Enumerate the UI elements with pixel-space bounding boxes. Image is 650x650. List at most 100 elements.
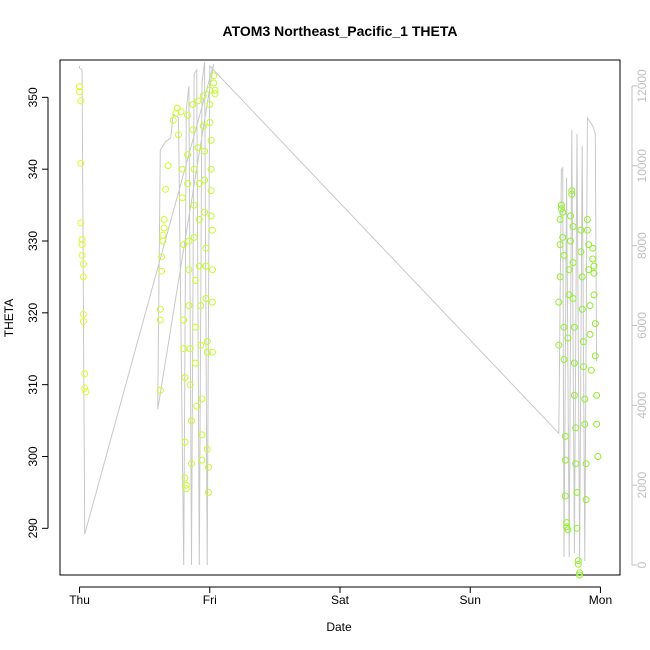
theta-point xyxy=(574,560,582,568)
theta-point xyxy=(585,266,593,274)
theta-point xyxy=(206,86,214,94)
theta-point xyxy=(191,323,199,331)
theta-point xyxy=(207,212,215,220)
theta-point xyxy=(560,251,568,259)
y-tick-label: 300 xyxy=(26,446,40,466)
theta-point xyxy=(576,569,584,577)
theta-point xyxy=(570,391,578,399)
theta-point xyxy=(590,262,598,270)
theta-point xyxy=(158,253,166,261)
theta-point xyxy=(591,320,599,328)
theta-point xyxy=(589,255,597,263)
theta-point xyxy=(580,338,587,346)
theta-point xyxy=(205,488,212,496)
theta-point xyxy=(565,291,573,299)
theta-point xyxy=(568,187,576,195)
theta-point xyxy=(568,190,576,198)
theta-point xyxy=(208,266,216,274)
theta-point xyxy=(590,269,598,277)
theta-point xyxy=(81,370,89,378)
theta-point xyxy=(564,334,572,342)
theta-point xyxy=(557,201,565,209)
theta-point xyxy=(185,237,193,245)
theta-point xyxy=(590,291,598,299)
theta-point xyxy=(565,266,573,274)
theta-point xyxy=(561,492,569,500)
theta-point xyxy=(573,488,581,496)
theta-point xyxy=(208,348,216,356)
theta-points xyxy=(76,72,602,579)
theta-point xyxy=(189,126,197,134)
theta-point xyxy=(164,162,172,170)
theta-point xyxy=(586,330,594,338)
depth-series-line xyxy=(79,61,598,566)
theta-point xyxy=(567,212,574,220)
y2-tick-label: 10000 xyxy=(635,149,649,183)
theta-point xyxy=(159,231,167,239)
theta-point xyxy=(591,352,599,360)
theta-point xyxy=(76,88,83,96)
theta-point xyxy=(570,323,578,331)
theta-point xyxy=(577,248,585,256)
theta-point xyxy=(570,359,578,367)
theta-point xyxy=(184,111,192,119)
theta-point xyxy=(572,424,580,432)
x-tick-label: Sat xyxy=(331,593,350,607)
theta-point xyxy=(190,233,198,241)
theta-point xyxy=(77,219,85,227)
theta-point xyxy=(567,237,574,245)
y-tick-label: 320 xyxy=(26,302,40,322)
theta-point xyxy=(587,366,595,374)
theta-point xyxy=(210,72,218,80)
theta-point xyxy=(188,460,195,468)
theta-point xyxy=(203,348,211,356)
theta-point xyxy=(199,92,207,100)
theta-point xyxy=(79,273,87,281)
theta-point xyxy=(561,432,569,440)
theta-point xyxy=(173,104,181,112)
theta-point xyxy=(578,273,586,281)
theta-point xyxy=(593,420,601,428)
theta-point xyxy=(589,244,597,252)
theta-point xyxy=(199,122,207,130)
theta-point xyxy=(576,571,584,579)
theta-point xyxy=(569,223,577,231)
theta-point xyxy=(78,241,86,249)
theta-point xyxy=(198,395,206,403)
theta-point xyxy=(583,226,591,234)
plot-frame xyxy=(59,59,621,576)
theta-point xyxy=(160,224,168,232)
theta-point xyxy=(178,194,186,202)
y2-tick-label: 8000 xyxy=(635,232,649,259)
theta-point xyxy=(585,241,593,249)
theta-point xyxy=(194,144,202,152)
theta-point xyxy=(156,386,164,394)
chart-title: ATOM3 Northeast_Pacific_1 THETA xyxy=(223,23,458,39)
theta-point xyxy=(556,216,564,223)
bottom-axis: Thu Fri Sat Sun Mon xyxy=(69,586,612,607)
theta-point xyxy=(158,267,166,275)
theta-point xyxy=(202,244,210,252)
x-tick-label: Sun xyxy=(460,593,481,607)
y2-tick-label: 4000 xyxy=(635,392,649,419)
theta-point xyxy=(184,180,192,187)
theta-point xyxy=(191,359,199,367)
theta-point xyxy=(593,391,601,399)
theta-point xyxy=(184,151,192,159)
y2-tick-label: 2000 xyxy=(635,472,649,499)
theta-point xyxy=(181,438,189,446)
theta-point xyxy=(195,216,203,223)
theta-point xyxy=(198,431,206,439)
theta-point xyxy=(191,277,199,284)
theta-point xyxy=(195,180,203,187)
y2-tick-label: 0 xyxy=(635,561,649,568)
theta-point xyxy=(202,295,210,302)
theta-point xyxy=(205,463,212,471)
theta-point xyxy=(556,241,564,249)
y2-tick-label: 12000 xyxy=(635,69,649,103)
theta-point xyxy=(207,187,215,195)
theta-point xyxy=(195,262,203,270)
theta-point xyxy=(198,456,206,464)
theta-point xyxy=(572,460,580,468)
